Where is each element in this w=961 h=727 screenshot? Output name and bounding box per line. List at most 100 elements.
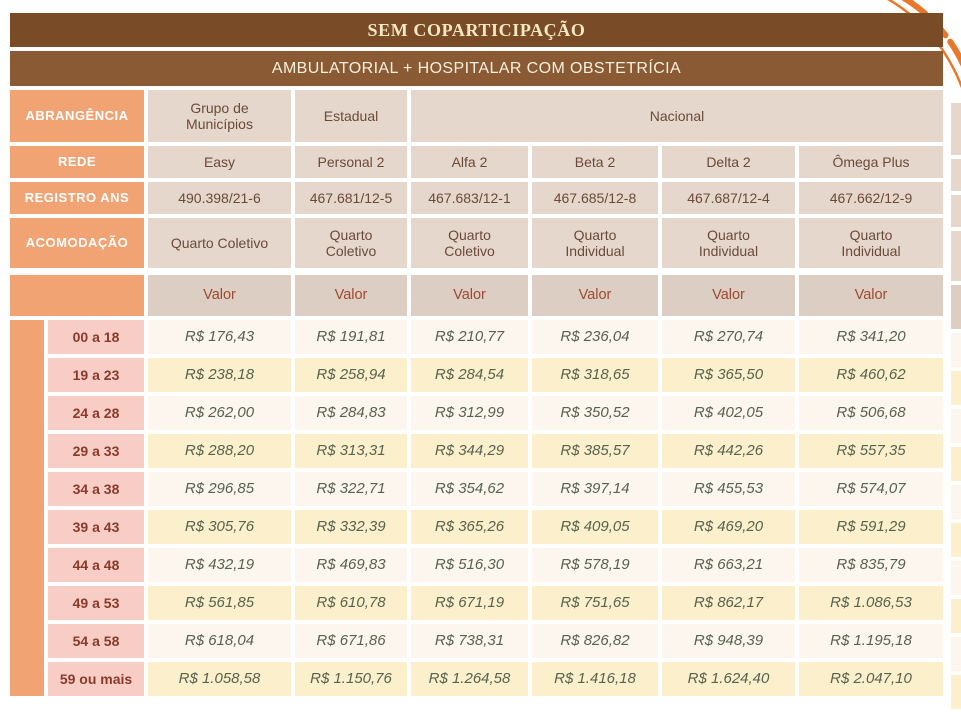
sliver-segment (951, 447, 961, 481)
price-value-cell: R$ 210,77 (411, 320, 528, 354)
registro-ans-cell-text: 467.685/12-8 (553, 189, 637, 206)
rede-cell-text: Delta 2 (706, 153, 751, 170)
acomodacao-cell-text: Quarto Individual (698, 226, 759, 259)
age-range-cell: 44 a 48 (48, 548, 144, 582)
rede-cell: Delta 2 (662, 146, 795, 178)
age-range-cell-text: 39 a 43 (72, 518, 120, 535)
valor-header-cell: Valor (799, 275, 943, 316)
rede-cell: Easy (148, 146, 291, 178)
plan-type-header-bar: SEM COPARTICIPAÇÃO (10, 13, 943, 47)
sliver-segment (951, 523, 961, 557)
price-value-cell-text: R$ 341,20 (836, 328, 906, 346)
age-range-cell: 29 a 33 (48, 434, 144, 468)
price-value-cell-text: R$ 738,31 (434, 632, 505, 650)
sliver-segment (951, 103, 961, 155)
rede-cell: Personal 2 (295, 146, 407, 178)
price-value-cell: R$ 671,86 (295, 624, 407, 658)
sliver-segment (951, 599, 961, 633)
row-rede: REDE Easy Personal 2 Alfa 2 Beta 2 Delta 2 Ôm… (10, 146, 943, 178)
price-value-cell-text: R$ 1.624,40 (687, 670, 770, 688)
sliver-segment (951, 485, 961, 519)
price-value-cell-text: R$ 318,65 (560, 366, 630, 384)
price-rows: 00 a 18 R$ 176,43 R$ 191,81 R$ 210,77 R$ 236… (48, 320, 943, 696)
coverage-title: AMBULATORIAL + HOSPITALAR COM OBSTETRÍCI… (271, 59, 682, 77)
price-value-cell: R$ 270,74 (662, 320, 795, 354)
price-value-cell-text: R$ 671,19 (434, 594, 505, 612)
price-value-cell-text: R$ 191,81 (316, 328, 386, 346)
price-value-cell: R$ 618,04 (148, 624, 291, 658)
age-range-cell-text: 54 a 58 (72, 632, 120, 649)
valor-header-cell: Valor (295, 275, 407, 316)
price-value-cell-text: R$ 210,77 (434, 328, 505, 346)
price-value-cell-text: R$ 469,83 (316, 556, 386, 574)
price-value-cell: R$ 561,85 (148, 586, 291, 620)
price-row: 00 a 18 R$ 176,43 R$ 191,81 R$ 210,77 R$ 236… (48, 320, 943, 354)
price-value-cell: R$ 350,52 (532, 396, 658, 430)
price-value-cell: R$ 284,54 (411, 358, 528, 392)
price-value-cell-text: R$ 663,21 (693, 556, 764, 574)
rede-cell: Ômega Plus (799, 146, 943, 178)
price-value-cell-text: R$ 312,99 (434, 404, 505, 422)
price-value-cell: R$ 610,78 (295, 586, 407, 620)
price-value-cell-text: R$ 1.416,18 (554, 670, 636, 688)
price-value-cell: R$ 1.150,76 (295, 662, 407, 696)
age-range-cell: 49 a 53 (48, 586, 144, 620)
price-value-cell-text: R$ 365,26 (434, 518, 505, 536)
registro-ans-cell: 467.683/12-1 (411, 182, 528, 214)
age-range-cell: 54 a 58 (48, 624, 144, 658)
price-value-cell: R$ 442,26 (662, 434, 795, 468)
price-value-cell-text: R$ 409,05 (560, 518, 630, 536)
price-value-cell: R$ 288,20 (148, 434, 291, 468)
price-value-cell-text: R$ 288,20 (184, 442, 255, 460)
price-value-cell-text: R$ 270,74 (693, 328, 764, 346)
price-value-cell-text: R$ 1.086,53 (830, 594, 912, 612)
price-value-cell: R$ 751,65 (532, 586, 658, 620)
price-value-cell-text: R$ 313,31 (316, 442, 386, 460)
price-value-cell: R$ 591,29 (799, 510, 943, 544)
price-value-cell-text: R$ 354,62 (434, 480, 505, 498)
price-value-cell-text: R$ 236,04 (560, 328, 630, 346)
rede-cell-text: Ômega Plus (832, 153, 910, 170)
sliver-segment (951, 285, 961, 329)
registro-ans-cell: 467.681/12-5 (295, 182, 407, 214)
plan-type-title: SEM COPARTICIPAÇÃO (367, 19, 586, 40)
price-value-cell: R$ 663,21 (662, 548, 795, 582)
acomodacao-cell: Quarto Coletivo (148, 218, 291, 268)
age-range-cell-text: 29 a 33 (72, 442, 120, 459)
price-value-cell: R$ 1.086,53 (799, 586, 943, 620)
price-value-cell-text: R$ 238,18 (184, 366, 255, 384)
price-value-cell: R$ 365,50 (662, 358, 795, 392)
price-value-cell-text: R$ 402,05 (693, 404, 764, 422)
price-value-cell: R$ 826,82 (532, 624, 658, 658)
row-label-abrangencia: ABRANGÊNCIA (10, 90, 144, 142)
sliver-segment (951, 409, 961, 443)
acomodacao-cell: Quarto Individual (799, 218, 943, 268)
acomodacao-cell: Quarto Coletivo (411, 218, 528, 268)
sliver-segment (951, 637, 961, 671)
price-row: 59 ou mais R$ 1.058,58 R$ 1.150,76 R$ 1.264… (48, 662, 943, 696)
price-value-cell-text: R$ 835,79 (836, 556, 906, 574)
registro-ans-cell-text: 467.681/12-5 (309, 189, 393, 206)
price-value-cell: R$ 1.624,40 (662, 662, 795, 696)
row-registro-ans: REGISTRO ANS 490.398/21-6 467.681/12-5 467… (10, 182, 943, 214)
price-value-cell: R$ 402,05 (662, 396, 795, 430)
price-value-cell-text: R$ 284,83 (316, 404, 386, 422)
price-row: 29 a 33 R$ 288,20 R$ 313,31 R$ 344,29 R$ 385… (48, 434, 943, 468)
rede-cell: Alfa 2 (411, 146, 528, 178)
price-row: 34 a 38 R$ 296,85 R$ 322,71 R$ 354,62 R$ 397… (48, 472, 943, 506)
sliver-segment (951, 561, 961, 595)
age-range-cell: 34 a 38 (48, 472, 144, 506)
price-value-cell: R$ 671,19 (411, 586, 528, 620)
age-range-cell-text: 00 a 18 (72, 328, 120, 345)
price-value-cell-text: R$ 442,26 (693, 442, 764, 460)
price-value-cell: R$ 191,81 (295, 320, 407, 354)
price-value-cell: R$ 354,62 (411, 472, 528, 506)
sliver-segment (951, 675, 961, 709)
price-value-cell-text: R$ 296,85 (184, 480, 255, 498)
price-value-cell: R$ 578,19 (532, 548, 658, 582)
valor-header-cell: Valor (662, 275, 795, 316)
valor-header-cell: Valor (532, 275, 658, 316)
abrangencia-cell-text: Nacional (649, 107, 705, 124)
price-value-cell: R$ 1.195,18 (799, 624, 943, 658)
price-value-cell: R$ 409,05 (532, 510, 658, 544)
